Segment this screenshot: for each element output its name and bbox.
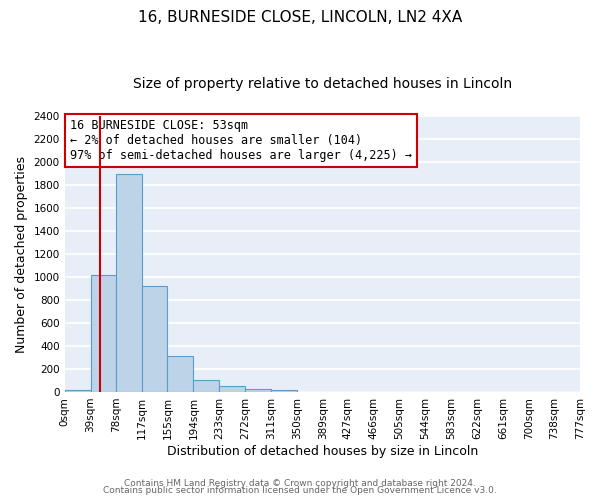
Text: Contains HM Land Registry data © Crown copyright and database right 2024.: Contains HM Land Registry data © Crown c…	[124, 478, 476, 488]
Bar	[245, 388, 271, 392]
Text: 16 BURNESIDE CLOSE: 53sqm
← 2% of detached houses are smaller (104)
97% of semi-: 16 BURNESIDE CLOSE: 53sqm ← 2% of detach…	[70, 119, 412, 162]
Bar	[219, 386, 245, 392]
Bar	[116, 174, 142, 392]
Bar	[65, 390, 91, 392]
Bar	[142, 286, 167, 392]
Text: 16, BURNESIDE CLOSE, LINCOLN, LN2 4XA: 16, BURNESIDE CLOSE, LINCOLN, LN2 4XA	[138, 10, 462, 25]
Bar	[167, 356, 193, 392]
Bar	[91, 275, 116, 392]
Text: Contains public sector information licensed under the Open Government Licence v3: Contains public sector information licen…	[103, 486, 497, 495]
Bar	[271, 390, 297, 392]
X-axis label: Distribution of detached houses by size in Lincoln: Distribution of detached houses by size …	[167, 444, 478, 458]
Title: Size of property relative to detached houses in Lincoln: Size of property relative to detached ho…	[133, 78, 512, 92]
Bar	[193, 380, 219, 392]
Y-axis label: Number of detached properties: Number of detached properties	[15, 156, 28, 352]
